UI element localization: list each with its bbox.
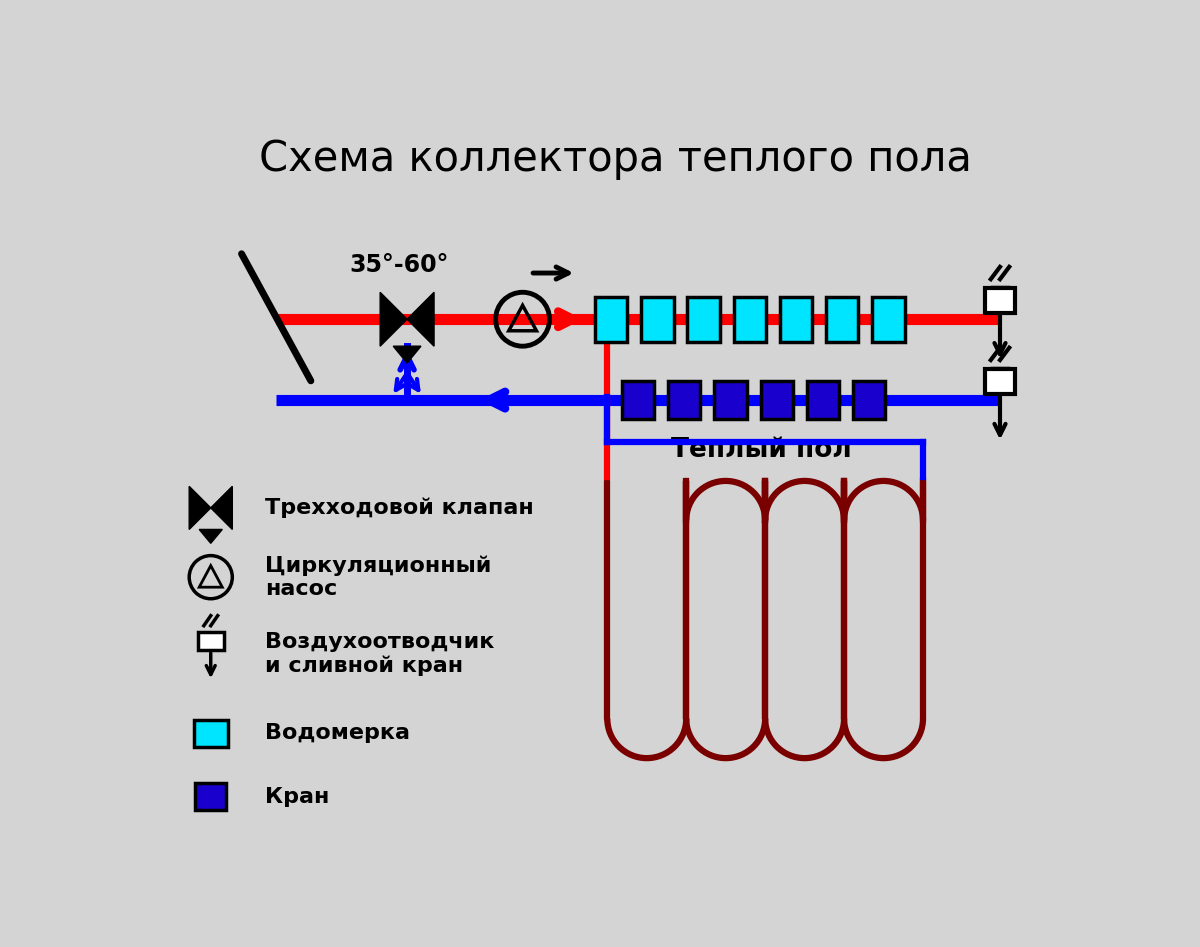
Bar: [622, 381, 654, 420]
Bar: [595, 297, 628, 342]
Text: Трехходовой клапан: Трехходовой клапан: [265, 497, 533, 518]
Text: Схема коллектора теплого пола: Схема коллектора теплого пола: [258, 138, 972, 180]
Bar: [984, 368, 1015, 394]
Bar: [872, 297, 905, 342]
Bar: [780, 297, 812, 342]
Bar: [688, 297, 720, 342]
Text: Теплый пол: Теплый пол: [671, 438, 852, 463]
Bar: [984, 288, 1015, 313]
Bar: [806, 381, 839, 420]
Text: 35°-60°: 35°-60°: [349, 253, 449, 277]
Bar: [853, 381, 886, 420]
Polygon shape: [394, 347, 421, 363]
Bar: [733, 297, 766, 342]
Polygon shape: [199, 529, 222, 544]
Bar: [714, 381, 746, 420]
Text: Воздухоотводчик
и сливной кран: Воздухоотводчик и сливной кран: [265, 633, 494, 676]
Polygon shape: [190, 487, 211, 529]
Bar: [761, 381, 793, 420]
Bar: [668, 381, 701, 420]
Polygon shape: [407, 293, 434, 347]
Bar: [196, 783, 226, 811]
Bar: [198, 632, 224, 651]
Bar: [194, 720, 228, 747]
Text: Кран: Кран: [265, 787, 329, 807]
Bar: [641, 297, 673, 342]
Text: Водомерка: Водомерка: [265, 724, 409, 743]
Bar: [826, 297, 858, 342]
Polygon shape: [380, 293, 407, 347]
Text: Циркуляционный
насос: Циркуляционный насос: [265, 555, 491, 599]
Polygon shape: [211, 487, 233, 529]
